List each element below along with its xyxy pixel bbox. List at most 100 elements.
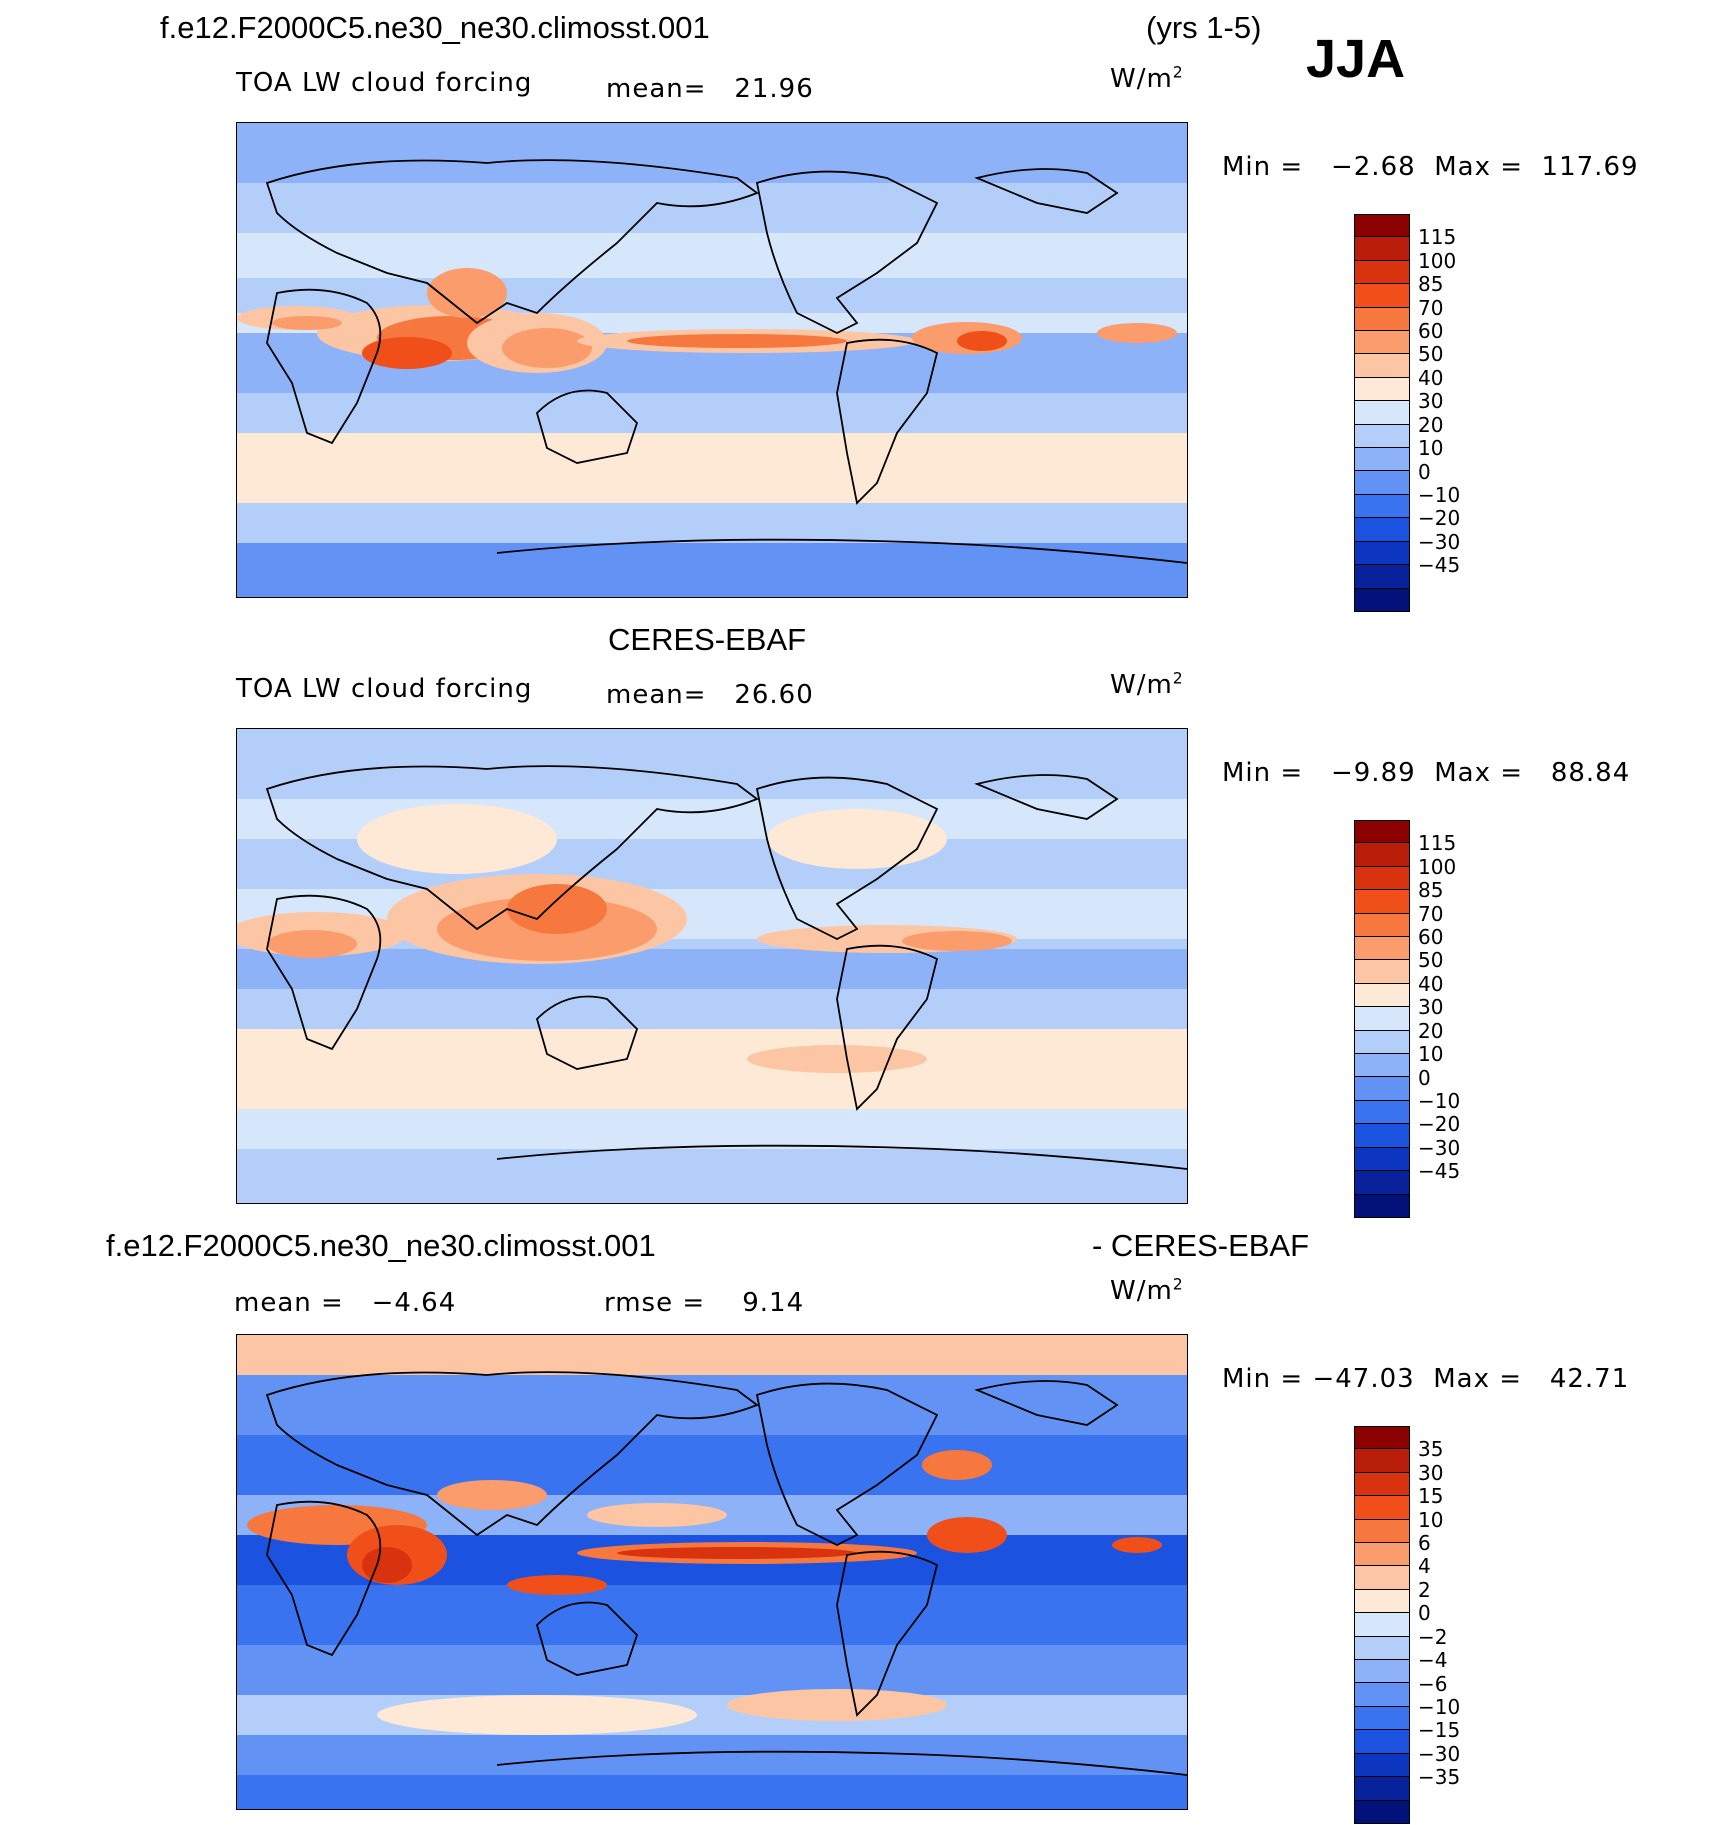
colorbar-swatch [1354,1589,1410,1614]
colorbar-swatch [1354,983,1410,1008]
colorbar-tick-label: 6 [1418,1531,1431,1556]
colorbar-swatch [1354,518,1410,542]
colorbar-swatch [1354,960,1410,984]
colorbar-tick-label: 60 [1418,925,1444,950]
panel2-minmax: Min = −9.89 Max = 88.84 [1222,758,1630,788]
panel2-min-value: −9.89 [1330,758,1416,788]
colorbar-tick-label: 10 [1418,1042,1444,1067]
colorbar-tick-label: −6 [1418,1671,1448,1696]
colorbar-tick-label: 100 [1418,854,1457,879]
difference-map [236,1334,1188,1810]
panel2-units-exp: 2 [1172,669,1184,688]
panel1-minmax: Min = −2.68 Max = 117.69 [1222,152,1639,182]
colorbar-swatch [1354,1496,1410,1520]
panel2-variable: TOA LW cloud forcing [236,674,533,704]
colorbar-tick-label: 20 [1418,1018,1444,1043]
observation-map [236,728,1188,1204]
colorbar-swatch [1354,471,1410,495]
colorbar-swatch [1354,1147,1410,1172]
colorbar-tick-label: −2 [1418,1624,1448,1649]
colorbar-swatch [1354,1683,1410,1707]
colorbar-swatch [1354,1566,1410,1590]
obs-title: CERES-EBAF [608,622,807,657]
colorbar-tick-label: 50 [1418,948,1444,973]
colorbar-swatch [1354,1124,1410,1148]
panel2-mean-label: mean= [606,680,707,710]
colorbar-swatch [1354,1660,1410,1684]
case-title: f.e12.F2000C5.ne30_ne30.climosst.001 [160,10,710,45]
colorbar-swatch [1354,913,1410,938]
colorbar-swatch [1354,1753,1410,1778]
colorbar-swatch [1354,284,1410,308]
colorbar-tick-label: −10 [1418,1694,1461,1719]
observation-colorbar [1354,820,1410,1218]
colorbar-tick-label: 30 [1418,1460,1444,1485]
panel3-mean: mean = −4.64 [234,1288,456,1318]
colorbar-swatch [1354,1472,1410,1497]
panel3-mean-label: mean = [234,1288,344,1318]
difference-obs-title: - CERES-EBAF [1092,1228,1310,1263]
colorbar-swatch [1354,1706,1410,1731]
colorbar-tick-label: 50 [1418,342,1444,367]
colorbar-swatch [1354,377,1410,402]
panel1-mean-label: mean= [606,74,707,104]
panel3-rmse-label: rmse = [604,1288,706,1318]
colorbar-swatch [1354,588,1410,612]
colorbar-tick-label: −15 [1418,1718,1461,1743]
colorbar-swatch [1354,541,1410,566]
colorbar-swatch [1354,866,1410,891]
colorbar-tick-label: −30 [1418,529,1461,554]
colorbar-swatch [1354,307,1410,332]
colorbar-tick-label: −45 [1418,553,1461,578]
colorbar-tick-label: 0 [1418,459,1431,484]
colorbar-swatch [1354,1800,1410,1824]
colorbar-tick-label: −20 [1418,506,1461,531]
colorbar-tick-label: −35 [1418,1765,1461,1790]
panel3-units-base: W/m [1110,1276,1173,1306]
colorbar-tick-label: 30 [1418,389,1444,414]
panel2-min-label: Min = [1222,758,1304,788]
colorbar-tick-label: 40 [1418,971,1444,996]
panel3-max-value: 42.71 [1549,1364,1630,1394]
panel2-units-base: W/m [1110,670,1173,700]
panel2-mean-value: 26.60 [734,680,814,710]
model-colorbar [1354,214,1410,612]
panel3-min-value: −47.03 [1312,1364,1415,1394]
colorbar-tick-label: −30 [1418,1741,1461,1766]
colorbar-tick-label: −20 [1418,1112,1461,1137]
colorbar-tick-label: 15 [1418,1484,1444,1509]
colorbar-swatch [1354,1449,1410,1473]
years-label: (yrs 1-5) [1146,10,1262,45]
panel2-units: W/m2 [1110,670,1184,700]
panel1-max-value: 117.69 [1541,152,1639,182]
colorbar-swatch [1354,260,1410,285]
colorbar-tick-label: 100 [1418,248,1457,273]
colorbar-tick-label: −10 [1418,1088,1461,1113]
panel1-variable: TOA LW cloud forcing [236,68,533,98]
colorbar-tick-label: 4 [1418,1554,1431,1579]
colorbar-tick-label: 70 [1418,295,1444,320]
panel3-minmax: Min = −47.03 Max = 42.71 [1222,1364,1629,1394]
colorbar-swatch [1354,820,1410,844]
colorbar-swatch [1354,1077,1410,1101]
colorbar-swatch [1354,214,1410,238]
model-map [236,122,1188,598]
panel2-max-label: Max = [1434,758,1524,788]
panel3-units: W/m2 [1110,1276,1184,1306]
colorbar-swatch [1354,401,1410,425]
colorbar-tick-label: 35 [1418,1437,1444,1462]
colorbar-tick-label: 85 [1418,272,1444,297]
colorbar-tick-label: 60 [1418,319,1444,344]
colorbar-tick-label: 30 [1418,995,1444,1020]
panel1-units-exp: 2 [1172,63,1184,82]
colorbar-swatch [1354,494,1410,519]
colorbar-swatch [1354,1007,1410,1031]
panel3-mean-value: −4.64 [371,1288,457,1318]
colorbar-swatch [1354,565,1410,589]
panel2-max-value: 88.84 [1550,758,1631,788]
colorbar-tick-label: 115 [1418,831,1457,856]
panel1-min-label: Min = [1222,152,1304,182]
colorbar-tick-label: 2 [1418,1577,1431,1602]
colorbar-swatch [1354,1426,1410,1450]
colorbar-tick-label: 10 [1418,436,1444,461]
